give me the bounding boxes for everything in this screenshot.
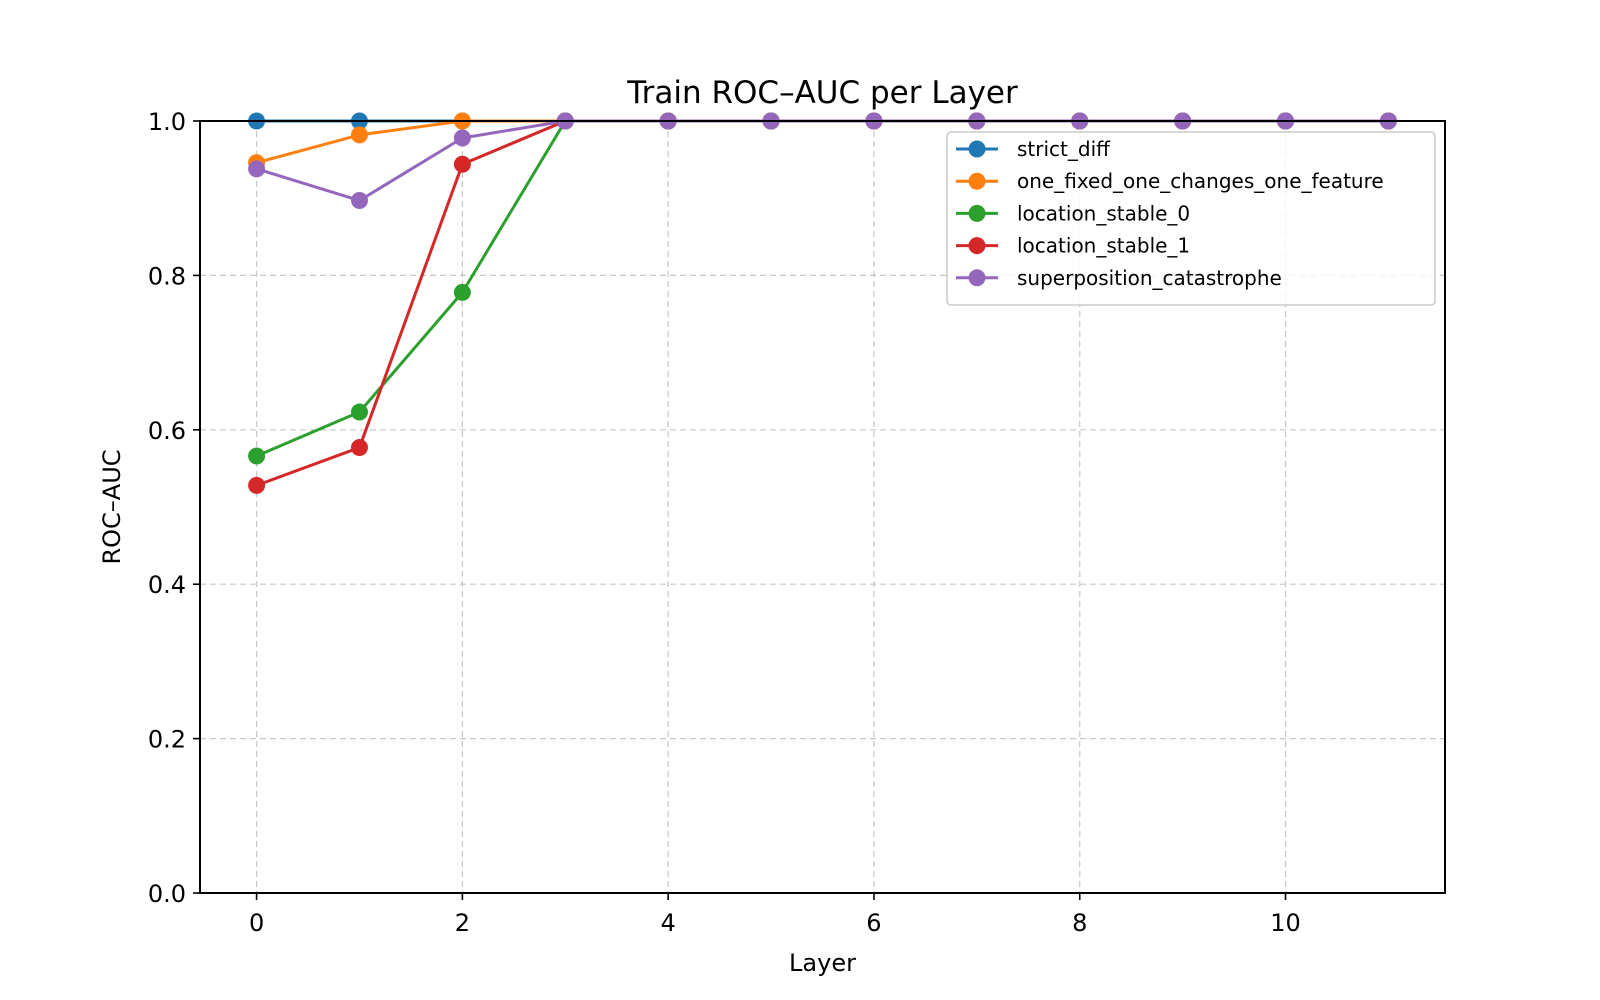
data-point [350, 403, 368, 421]
data-point [350, 126, 368, 144]
chart-title: Train ROC–AUC per Layer [626, 75, 1018, 111]
legend-label: superposition_catastrophe [1017, 266, 1282, 290]
data-point [453, 155, 471, 173]
y-tick-label: 0.6 [148, 417, 186, 445]
y-tick-label: 0.8 [148, 262, 186, 290]
data-point [453, 283, 471, 301]
ticks-layer: 0 2 4 6 8 10 0.0 0.2 0.4 0.6 0.8 1.0 [148, 108, 1301, 937]
legend-marker [968, 172, 986, 190]
legend-marker [968, 269, 986, 287]
x-tick-label: 8 [1072, 909, 1087, 937]
legend-marker [968, 204, 986, 222]
x-axis-label: Layer [789, 949, 856, 977]
legend-label: one_fixed_one_changes_one_feature [1017, 169, 1384, 193]
legend-label: location_stable_0 [1017, 201, 1190, 225]
data-point [453, 129, 471, 147]
plot-frame [199, 120, 1446, 894]
y-tick-label: 0.2 [148, 726, 186, 754]
data-point [248, 476, 266, 494]
data-point [350, 192, 368, 210]
y-axis-label: ROC–AUC [98, 449, 126, 564]
data-point [248, 447, 266, 465]
legend-marker [968, 237, 986, 255]
legend-item: location_stable_1 [956, 234, 1190, 258]
legend-label: location_stable_1 [1017, 234, 1190, 258]
legend-item: superposition_catastrophe [956, 266, 1282, 290]
legend-label: strict_diff [1017, 137, 1111, 161]
legend: strict_diff one_fixed_one_changes_one_fea… [946, 131, 1436, 306]
legend-item: location_stable_0 [956, 201, 1190, 225]
y-tick-label: 0.0 [148, 880, 186, 908]
y-tick-label: 0.4 [148, 571, 186, 599]
x-tick-label: 10 [1270, 909, 1301, 937]
data-point [248, 160, 266, 178]
y-tick-label: 1.0 [148, 108, 186, 136]
legend-marker [968, 140, 986, 158]
x-tick-label: 4 [661, 909, 676, 937]
legend-frame [946, 131, 1436, 306]
x-tick-label: 6 [866, 909, 881, 937]
x-tick-label: 0 [249, 909, 264, 937]
data-point [350, 439, 368, 457]
legend-item: one_fixed_one_changes_one_feature [956, 169, 1384, 193]
x-tick-label: 2 [455, 909, 470, 937]
legend-item: strict_diff [956, 137, 1111, 161]
